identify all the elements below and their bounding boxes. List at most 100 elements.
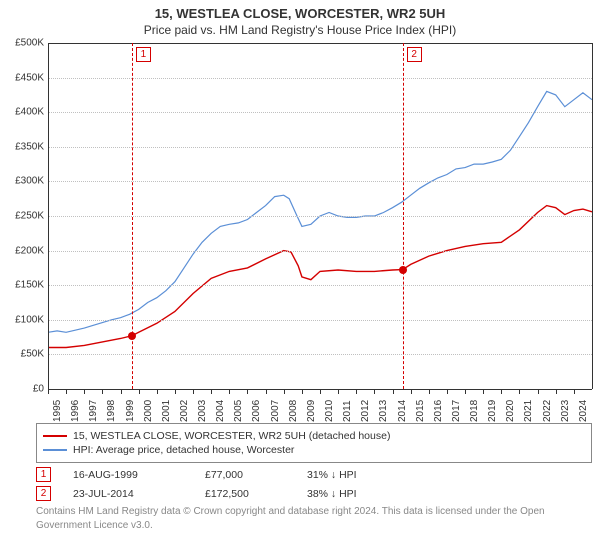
series-hpi xyxy=(48,91,592,332)
legend-row: HPI: Average price, detached house, Worc… xyxy=(43,444,585,456)
transaction-marker: 1 xyxy=(136,47,151,62)
x-axis-label: 2017 xyxy=(451,400,462,422)
legend-swatch xyxy=(43,449,67,451)
x-tick xyxy=(483,389,484,394)
gridline xyxy=(48,181,592,182)
table-row: 1 16-AUG-1999 £77,000 31% ↓ HPI xyxy=(36,467,564,482)
y-axis-label: £0 xyxy=(4,384,44,395)
x-axis-label: 2011 xyxy=(342,400,353,422)
x-axis-label: 2006 xyxy=(251,400,262,422)
plot-inner: £0£50K£100K£150K£200K£250K£300K£350K£400… xyxy=(48,43,592,389)
y-axis-label: £300K xyxy=(4,176,44,187)
x-tick xyxy=(266,389,267,394)
x-tick xyxy=(320,389,321,394)
y-axis-label: £100K xyxy=(4,314,44,325)
x-axis: 1995199619971998199920002001200220032004… xyxy=(48,389,592,415)
gridline xyxy=(48,112,592,113)
y-axis-label: £250K xyxy=(4,211,44,222)
x-tick xyxy=(229,389,230,394)
x-axis-label: 2014 xyxy=(397,400,408,422)
gridline xyxy=(48,216,592,217)
transaction-price: £172,500 xyxy=(205,488,285,500)
x-tick xyxy=(538,389,539,394)
transaction-date: 23-JUL-2014 xyxy=(73,488,183,500)
x-axis-label: 2002 xyxy=(179,400,190,422)
x-tick xyxy=(447,389,448,394)
x-axis-label: 2018 xyxy=(469,400,480,422)
x-tick xyxy=(284,389,285,394)
gridline xyxy=(48,43,592,44)
x-tick xyxy=(501,389,502,394)
transaction-dot xyxy=(399,266,407,274)
gridline xyxy=(48,354,592,355)
chart-title: 15, WESTLEA CLOSE, WORCESTER, WR2 5UH xyxy=(0,6,600,21)
legend-swatch xyxy=(43,435,67,437)
x-tick xyxy=(247,389,248,394)
x-axis-label: 2022 xyxy=(542,400,553,422)
transaction-delta: 38% ↓ HPI xyxy=(307,488,397,500)
x-tick xyxy=(302,389,303,394)
series-price_paid xyxy=(48,206,592,348)
table-row: 2 23-JUL-2014 £172,500 38% ↓ HPI xyxy=(36,486,564,501)
x-tick xyxy=(574,389,575,394)
x-axis-label: 2004 xyxy=(215,400,226,422)
transaction-marker: 2 xyxy=(407,47,422,62)
x-tick xyxy=(411,389,412,394)
gridline xyxy=(48,320,592,321)
x-axis-label: 2019 xyxy=(487,400,498,422)
transaction-dot xyxy=(128,332,136,340)
x-axis-label: 2000 xyxy=(143,400,154,422)
legend-label: 15, WESTLEA CLOSE, WORCESTER, WR2 5UH (d… xyxy=(73,430,390,442)
x-tick xyxy=(139,389,140,394)
x-axis-label: 2016 xyxy=(433,400,444,422)
plot-area: £0£50K£100K£150K£200K£250K£300K£350K£400… xyxy=(48,43,592,415)
x-tick xyxy=(519,389,520,394)
x-axis-label: 1998 xyxy=(106,400,117,422)
x-axis-label: 1997 xyxy=(88,400,99,422)
y-axis-label: £150K xyxy=(4,280,44,291)
chart-subtitle: Price paid vs. HM Land Registry's House … xyxy=(0,23,600,37)
x-tick xyxy=(393,389,394,394)
transaction-price: £77,000 xyxy=(205,469,285,481)
x-tick xyxy=(84,389,85,394)
x-axis-label: 2010 xyxy=(324,400,335,422)
x-tick xyxy=(48,389,49,394)
x-axis-label: 2013 xyxy=(378,400,389,422)
copyright-notice: Contains HM Land Registry data © Crown c… xyxy=(36,505,564,532)
x-tick xyxy=(157,389,158,394)
transaction-vline xyxy=(403,43,404,389)
gridline xyxy=(48,285,592,286)
transaction-date: 16-AUG-1999 xyxy=(73,469,183,481)
x-tick xyxy=(193,389,194,394)
y-axis-label: £450K xyxy=(4,72,44,83)
x-tick xyxy=(374,389,375,394)
x-axis-label: 2023 xyxy=(560,400,571,422)
x-axis-label: 1999 xyxy=(125,400,136,422)
x-axis-label: 2020 xyxy=(505,400,516,422)
x-axis-label: 1996 xyxy=(70,400,81,422)
gridline xyxy=(48,78,592,79)
transaction-marker: 2 xyxy=(36,486,51,501)
y-axis-label: £50K xyxy=(4,349,44,360)
x-axis-label: 2003 xyxy=(197,400,208,422)
x-axis-label: 2005 xyxy=(233,400,244,422)
x-tick xyxy=(465,389,466,394)
transaction-marker: 1 xyxy=(36,467,51,482)
x-tick xyxy=(175,389,176,394)
x-axis-label: 2008 xyxy=(288,400,299,422)
x-tick xyxy=(429,389,430,394)
legend: 15, WESTLEA CLOSE, WORCESTER, WR2 5UH (d… xyxy=(36,423,592,463)
legend-row: 15, WESTLEA CLOSE, WORCESTER, WR2 5UH (d… xyxy=(43,430,585,442)
x-axis-label: 2021 xyxy=(523,400,534,422)
gridline xyxy=(48,251,592,252)
x-tick xyxy=(211,389,212,394)
transaction-delta: 31% ↓ HPI xyxy=(307,469,397,481)
x-axis-label: 2009 xyxy=(306,400,317,422)
x-tick xyxy=(66,389,67,394)
x-tick xyxy=(556,389,557,394)
y-axis-label: £400K xyxy=(4,107,44,118)
y-axis-label: £500K xyxy=(4,38,44,49)
x-axis-label: 1995 xyxy=(52,400,63,422)
gridline xyxy=(48,147,592,148)
x-tick xyxy=(121,389,122,394)
